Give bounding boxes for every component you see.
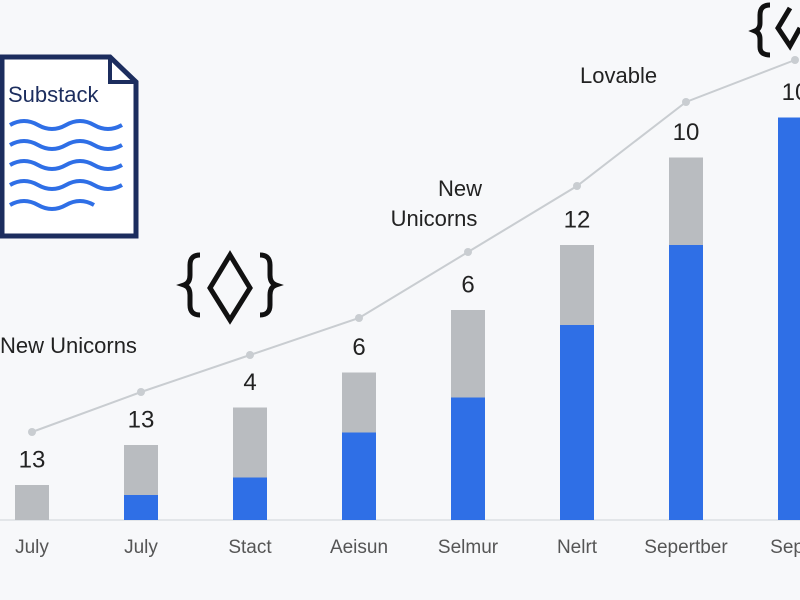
bar-label: 6 [461,271,474,298]
bar-label: 12 [564,206,591,233]
bar-label: 10 [673,119,700,146]
annotation: New Unicorns [0,333,137,358]
trend-point [791,56,799,64]
bar-segment [451,310,485,398]
trend-point [246,351,254,359]
annotation: Unicorns [391,206,478,231]
bar-label: 13 [128,406,155,433]
x-tick-label: Sepertber [644,537,728,558]
trend-point [464,248,472,256]
bar-segment [124,445,158,495]
x-tick-label: July [15,537,49,558]
bar-segment [233,477,267,520]
code-icon [176,250,284,325]
x-tick-label: Septe [770,537,800,558]
bar-segment [669,245,703,520]
trend-point [137,388,145,396]
annotation: New [438,176,482,201]
bar-label: 13 [19,446,46,473]
annotation: Lovable [580,63,657,88]
bar-label: 10 [782,79,800,106]
bar-segment [560,245,594,325]
bar-segment [342,372,376,433]
bar-segment [451,397,485,520]
code-icon [748,2,800,58]
document-icon [0,54,139,239]
bar-segment [15,485,49,520]
trend-point [28,428,36,436]
trend-point [682,98,690,106]
trend-point [573,182,581,190]
x-tick-label: Selmur [438,537,499,558]
x-tick-label: Aeisun [330,537,388,558]
bar-label: 6 [352,334,365,361]
bar-segment [233,407,267,478]
trend-point [355,314,363,322]
x-tick-label: Nelrt [557,537,598,558]
bar-segment [342,432,376,520]
x-tick-label: Stact [228,537,272,558]
bar-segment [778,117,800,520]
bar-segment [560,325,594,520]
bar-segment [669,157,703,245]
trend-line [31,59,796,433]
x-tick-label: July [124,537,158,558]
bar-label: 4 [243,369,256,396]
annotation: Substack [8,82,99,107]
bar-segment [124,495,158,520]
